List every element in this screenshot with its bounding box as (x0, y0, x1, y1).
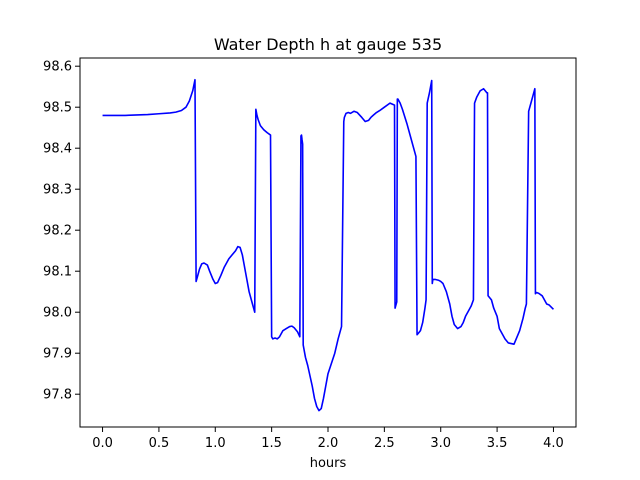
y-tick-label: 98.4 (43, 142, 72, 157)
y-tick-label: 98.0 (43, 306, 72, 321)
x-tick-label: 0.0 (92, 436, 113, 451)
y-tick-label: 97.8 (43, 388, 72, 403)
chart-title: Water Depth h at gauge 535 (214, 35, 442, 54)
plot-area (80, 58, 576, 427)
x-tick-label: 1.5 (261, 436, 282, 451)
x-tick-label: 3.0 (430, 436, 451, 451)
x-axis-title: hours (310, 456, 347, 471)
series-layer (102, 78, 555, 412)
x-tick-label: 3.5 (487, 436, 508, 451)
x-tick-label: 1.0 (205, 436, 226, 451)
y-tick-label: 98.2 (43, 224, 72, 239)
x-tick-label: 0.5 (149, 436, 170, 451)
series-line (102, 78, 555, 412)
ticks-layer: 0.0 0.5 1.0 1.5 2.0 2.5 3.0 3.5 4.0 97.8 97.9 98.0 9… (43, 60, 564, 451)
x-tick-label: 2.0 (318, 436, 339, 451)
y-tick-label: 98.5 (43, 101, 72, 116)
x-tick-label: 2.5 (374, 436, 395, 451)
y-tick-label: 98.6 (43, 60, 72, 75)
x-tick-label: 4.0 (543, 436, 564, 451)
y-tick-label: 97.9 (43, 347, 72, 362)
y-tick-label: 98.1 (43, 265, 72, 280)
plot-frame (79, 57, 577, 428)
y-tick-label: 98.3 (43, 183, 72, 198)
